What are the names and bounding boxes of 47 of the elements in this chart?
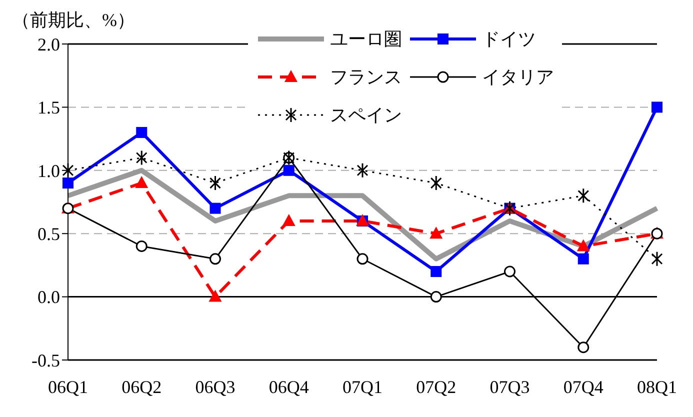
x-tick-label: 06Q1 <box>48 376 88 397</box>
x-tick-label: 06Q3 <box>195 376 236 397</box>
x-tick-label: 06Q4 <box>268 376 309 397</box>
point <box>210 202 221 214</box>
point <box>504 200 516 216</box>
y-tick-label: -0.5 <box>32 350 60 370</box>
point <box>62 178 74 189</box>
point <box>430 266 442 278</box>
point <box>282 214 296 226</box>
point <box>430 291 442 303</box>
x-tick-label: 07Q2 <box>416 376 456 397</box>
point <box>651 251 663 267</box>
point <box>208 290 222 302</box>
point <box>356 253 368 265</box>
point <box>136 126 148 138</box>
point <box>576 239 590 252</box>
x-tick-label: 07Q3 <box>490 376 530 397</box>
point <box>504 266 516 278</box>
point <box>578 188 590 204</box>
point <box>283 164 294 176</box>
point <box>430 175 442 191</box>
legend-label: ユーロ圏 <box>330 28 402 51</box>
x-tick-label: 07Q1 <box>342 376 382 397</box>
y-tick-label: 1.5 <box>38 98 60 118</box>
legend-label: スペイン <box>330 104 402 127</box>
point <box>578 253 589 264</box>
point <box>136 240 148 252</box>
point <box>356 162 368 178</box>
x-tick-label: 08Q1 <box>637 376 677 397</box>
point <box>62 162 74 178</box>
legend-label: イタリア <box>482 66 554 89</box>
point <box>135 176 148 188</box>
y-tick-label: 0.5 <box>38 224 60 244</box>
y-tick-label: 0.0 <box>38 287 60 308</box>
legend-label: ドイツ <box>482 28 536 51</box>
point <box>430 226 443 239</box>
point <box>652 102 662 113</box>
y-axis-title: （前期比、%） <box>12 9 135 32</box>
y-tick-label: 2.0 <box>38 34 60 54</box>
y-tick-label: 1.0 <box>38 160 60 181</box>
point <box>210 175 221 191</box>
x-tick-label: 07Q4 <box>563 376 604 397</box>
x-tick-label: 06Q2 <box>122 376 162 397</box>
legend-label: フランス <box>330 66 402 89</box>
point <box>578 342 590 354</box>
point <box>210 253 221 265</box>
point <box>136 150 148 166</box>
